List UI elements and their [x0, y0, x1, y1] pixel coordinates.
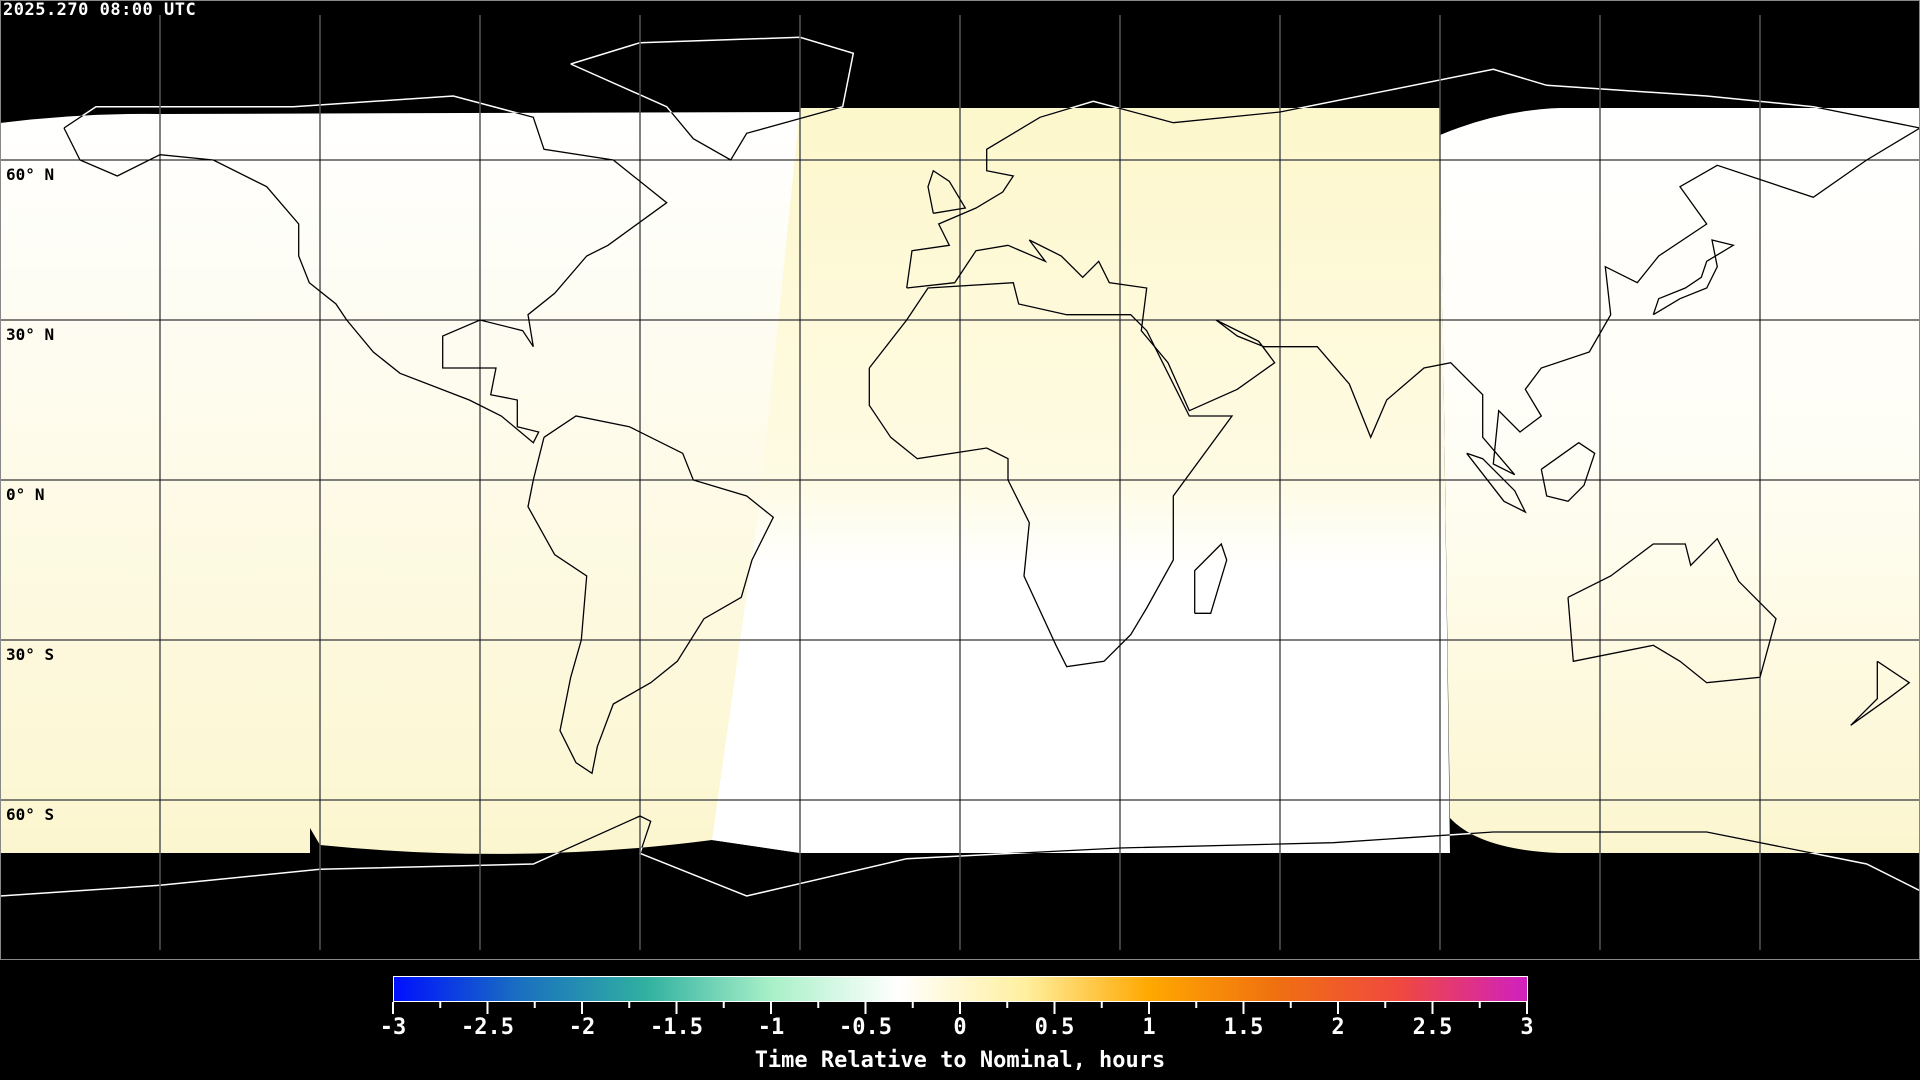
- lat-label-30n: 30° N: [6, 325, 55, 344]
- coastlines-day: [0, 108, 1920, 854]
- colorbar-tick-label: 2: [1331, 1015, 1345, 1040]
- coastline-japan: [1652, 239, 1735, 316]
- colorbar-tick-label: 2.5: [1412, 1015, 1453, 1040]
- lat-label-0n: 0° N: [6, 485, 45, 504]
- colorbar-label: Time Relative to Nominal, hours: [754, 1048, 1166, 1073]
- colorbar-ticks: [392, 1002, 1528, 1014]
- coastline-africa: [868, 282, 1234, 668]
- colorbar-tick-label: -1.5: [650, 1015, 703, 1040]
- coastline-borneo: [1540, 441, 1596, 503]
- colorbar-tick-label: 0.5: [1034, 1015, 1075, 1040]
- coastline-south-america: [527, 415, 775, 775]
- colorbar-tick-label: 3: [1520, 1015, 1534, 1040]
- coastline-sumatra: [1466, 452, 1527, 514]
- colorbar: [393, 976, 1528, 1002]
- coastline-north-america: [63, 108, 668, 444]
- lat-label-60n: 60° N: [6, 165, 55, 184]
- coastline-eurasia: [906, 108, 1920, 476]
- graticule: [0, 15, 1920, 950]
- colorbar-tick-label: -2.5: [461, 1015, 514, 1040]
- coastline-madagascar: [1194, 542, 1228, 614]
- colorbar-tick-label: -3: [379, 1015, 407, 1040]
- coastline-antarctica: [0, 815, 1920, 854]
- world-map: [0, 0, 1920, 960]
- daylight-region-west: [0, 112, 800, 854]
- colorbar-tick-label: -0.5: [839, 1015, 892, 1040]
- lat-label-60s: 60° S: [6, 805, 55, 824]
- colorbar-tick-label: -2: [568, 1015, 596, 1040]
- colorbar-tick-label: -1: [757, 1015, 785, 1040]
- coastline-australia: [1567, 537, 1777, 684]
- lat-label-30s: 30° S: [6, 645, 55, 664]
- coastline-new-zealand: [1850, 660, 1911, 726]
- colorbar-tick-label: 0: [953, 1015, 967, 1040]
- colorbar-tick-label: 1: [1142, 1015, 1156, 1040]
- colorbar-tick-label: 1.5: [1223, 1015, 1264, 1040]
- coastline-greenland: [570, 108, 855, 161]
- timestamp: 2025.270 08:00 UTC: [3, 0, 197, 20]
